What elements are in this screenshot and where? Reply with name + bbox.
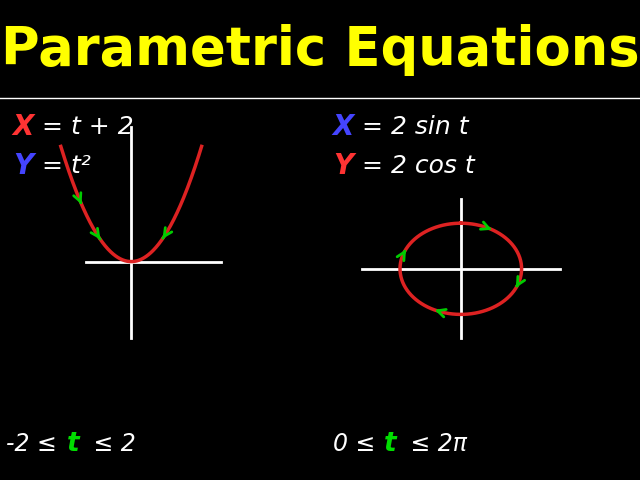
Text: = t²: = t² bbox=[42, 154, 90, 178]
Text: Parametric Equations: Parametric Equations bbox=[1, 24, 639, 76]
Text: ≤ 2: ≤ 2 bbox=[86, 432, 136, 456]
Text: X: X bbox=[333, 113, 354, 141]
Text: t: t bbox=[384, 431, 397, 457]
Text: ≤ 2π: ≤ 2π bbox=[403, 432, 467, 456]
Text: = 2 cos t: = 2 cos t bbox=[362, 154, 474, 178]
Text: = 2 sin t: = 2 sin t bbox=[362, 115, 468, 139]
Text: Y: Y bbox=[333, 152, 353, 180]
Text: X: X bbox=[13, 113, 34, 141]
Text: 0 ≤: 0 ≤ bbox=[333, 432, 383, 456]
Text: -2 ≤: -2 ≤ bbox=[6, 432, 65, 456]
Text: Y: Y bbox=[13, 152, 33, 180]
Text: = t + 2: = t + 2 bbox=[42, 115, 133, 139]
Text: t: t bbox=[67, 431, 80, 457]
